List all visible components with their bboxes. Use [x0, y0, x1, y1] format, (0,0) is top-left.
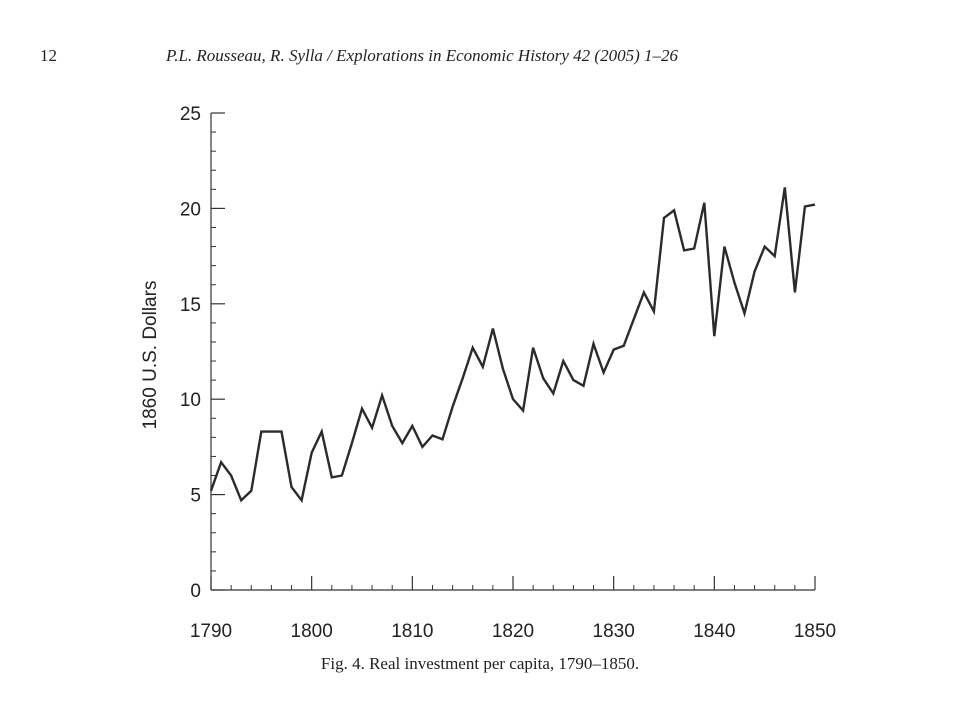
running-header: P.L. Rousseau, R. Sylla / Explorations i…	[166, 46, 679, 65]
y-tick-label: 25	[180, 104, 201, 125]
y-tick-label: 20	[180, 199, 201, 220]
series-line	[209, 187, 816, 504]
x-tick-label: 1840	[693, 621, 735, 642]
y-tick-label: 10	[180, 390, 201, 411]
figure-caption: Fig. 4. Real investment per capita, 1790…	[320, 654, 640, 673]
x-tick-label: 1790	[190, 621, 232, 642]
x-tick-label: 1800	[291, 621, 333, 642]
x-tick-label: 1830	[593, 621, 635, 642]
x-tick-label: 1810	[391, 621, 433, 642]
chart-axes	[210, 113, 815, 591]
y-tick-label: 0	[190, 581, 201, 602]
chart-plot-area	[209, 187, 816, 504]
x-tick-label: 1820	[492, 621, 534, 642]
y-axis-label: 1860 U.S. Dollars	[140, 281, 161, 430]
x-tick-label: 1850	[794, 621, 836, 642]
y-tick-label: 15	[180, 295, 201, 316]
y-tick-label: 5	[190, 486, 201, 507]
chart-ticks: 0 5 10 15 20 25 1790 1800 1810 1820 1830 1840 1850	[180, 104, 836, 642]
page-number: 12	[40, 46, 57, 65]
